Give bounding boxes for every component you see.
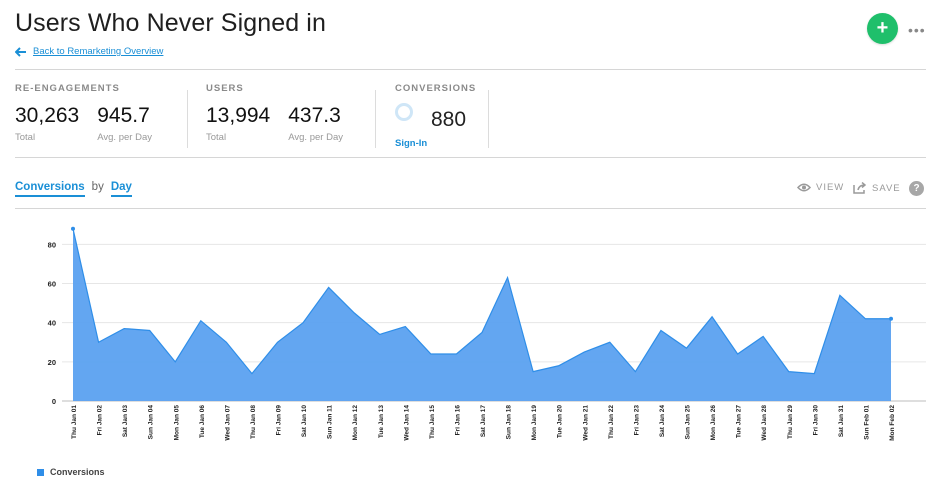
chart-divider — [15, 208, 926, 209]
add-button[interactable]: + — [867, 13, 898, 44]
x-tick-label: Thu Jan 29 — [787, 405, 794, 439]
reengagements-avg-label: Avg. per Day — [97, 132, 152, 143]
x-tick-label: Fri Jan 09 — [276, 405, 283, 436]
x-tick-label: Tue Jan 13 — [378, 405, 385, 439]
x-tick-label: Wed Jan 21 — [582, 405, 589, 441]
eye-icon — [797, 183, 811, 192]
reengagements-total: 30,263 Total — [15, 104, 79, 143]
x-tick-label: Mon Feb 02 — [889, 405, 896, 441]
x-tick-label: Sun Jan 18 — [506, 405, 513, 440]
users-total: 13,994 Total — [206, 104, 270, 143]
y-tick-label: 0 — [52, 397, 56, 406]
conversion-ring-icon — [395, 103, 413, 121]
save-label: SAVE — [872, 182, 901, 194]
x-tick-label: Sun Jan 11 — [327, 405, 334, 439]
users-avg-value: 437.3 — [288, 104, 341, 127]
x-tick-label: Tue Jan 27 — [736, 405, 743, 439]
by-label: by — [91, 181, 104, 193]
x-tick-label: Mon Jan 12 — [352, 405, 359, 441]
x-tick-label: Wed Jan 14 — [403, 405, 410, 441]
x-tick-label: Sun Feb 01 — [863, 405, 870, 440]
x-tick-label: Thu Jan 22 — [608, 405, 615, 439]
page-title: Users Who Never Signed in — [15, 9, 326, 37]
chart-controls: Conversions by Day — [15, 181, 132, 197]
users-avg: 437.3 Avg. per Day — [288, 104, 343, 143]
reengagements-title: RE-ENGAGEMENTS — [15, 83, 120, 94]
header-divider — [15, 69, 926, 70]
stats-separator — [375, 90, 376, 148]
back-to-overview-link[interactable]: Back to Remarketing Overview — [15, 46, 163, 57]
x-tick-label: Fri Jan 30 — [812, 405, 819, 436]
stats-separator — [187, 90, 188, 148]
x-tick-label: Wed Jan 07 — [224, 405, 231, 441]
arrow-left-icon — [15, 46, 26, 57]
y-tick-label: 60 — [48, 280, 56, 289]
conversions-value: 880 — [431, 108, 467, 131]
legend-label: Conversions — [50, 467, 105, 477]
save-button[interactable]: SAVE — [853, 182, 901, 194]
view-button[interactable]: VIEW — [797, 182, 844, 193]
users-title: USERS — [206, 83, 244, 94]
period-tab[interactable]: Day — [110, 181, 132, 197]
reengagements-total-value: 30,263 — [15, 104, 80, 127]
sign-in-conversion-link[interactable]: Sign-In — [395, 138, 428, 149]
y-tick-label: 20 — [48, 358, 56, 367]
users-avg-label: Avg. per Day — [288, 132, 343, 143]
metric-tab[interactable]: Conversions — [15, 181, 85, 197]
x-tick-label: Mon Jan 05 — [173, 405, 180, 441]
reengagements-avg-value: 945.7 — [97, 104, 150, 127]
x-tick-label: Sat Jan 24 — [659, 405, 666, 438]
x-tick-label: Sun Jan 25 — [685, 405, 692, 440]
more-options-button[interactable]: ••• — [908, 22, 926, 38]
x-tick-label: Thu Jan 15 — [429, 405, 436, 439]
y-tick-label: 40 — [48, 319, 56, 328]
reengagements-stats: RE-ENGAGEMENTS 30,263 Total 945.7 Avg. p… — [15, 83, 152, 143]
x-tick-label: Tue Jan 20 — [557, 405, 564, 439]
stats-separator — [488, 90, 489, 148]
share-icon — [853, 182, 867, 194]
chart-legend: Conversions — [37, 467, 105, 477]
area-fill — [73, 228, 891, 401]
view-label: VIEW — [816, 182, 845, 193]
users-total-label: Total — [206, 132, 227, 143]
legend-swatch — [37, 468, 44, 476]
x-tick-label: Mon Jan 26 — [710, 405, 717, 441]
data-point — [889, 316, 893, 321]
x-tick-label: Sat Jan 31 — [838, 405, 845, 438]
x-tick-label: Thu Jan 08 — [250, 405, 257, 439]
x-tick-label: Sat Jan 10 — [301, 405, 308, 438]
conversions-chart: 0 20 40 60 80 Thu Jan 01 Fri Jan 02 Sat Jan 03 S… — [48, 226, 926, 441]
x-tick-label: Fri Jan 02 — [97, 405, 104, 436]
x-tick-label: Fri Jan 23 — [633, 405, 640, 436]
reengagements-avg: 945.7 Avg. per Day — [97, 104, 152, 143]
help-icon[interactable]: ? — [909, 181, 924, 196]
reengagements-total-label: Total — [15, 132, 36, 143]
x-tick-label: Sun Jan 04 — [148, 405, 155, 440]
conversions-title: CONVERSIONS — [395, 83, 477, 94]
ellipsis-icon: ••• — [908, 22, 926, 38]
conversions-stats: CONVERSIONS 880 Sign-In — [395, 83, 476, 149]
x-tick-label: Tue Jan 06 — [199, 405, 206, 439]
x-tick-label: Sat Jan 17 — [480, 405, 487, 438]
users-stats: USERS 13,994 Total 437.3 Avg. per Day — [206, 83, 343, 143]
stats-divider — [15, 157, 926, 158]
x-tick-label: Mon Jan 19 — [531, 405, 538, 441]
data-point — [71, 226, 75, 231]
y-tick-label: 80 — [48, 240, 56, 249]
users-total-value: 13,994 — [206, 104, 271, 127]
back-link-label: Back to Remarketing Overview — [33, 46, 164, 57]
x-tick-label: Sat Jan 03 — [122, 405, 129, 438]
x-tick-label: Wed Jan 28 — [761, 405, 768, 441]
x-tick-label: Thu Jan 01 — [71, 405, 78, 439]
series-line — [72, 228, 891, 375]
plus-icon: + — [876, 17, 889, 39]
x-tick-label: Fri Jan 16 — [454, 405, 461, 436]
